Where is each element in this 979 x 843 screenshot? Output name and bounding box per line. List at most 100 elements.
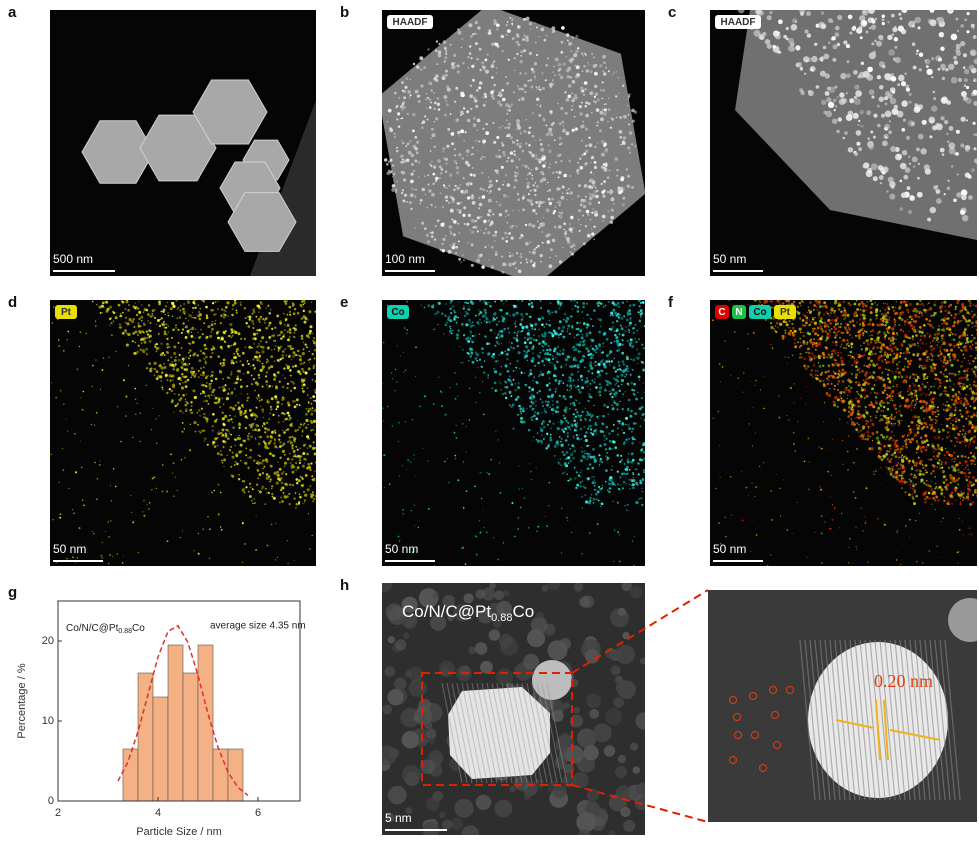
- texture-dot: [229, 414, 231, 417]
- texture-dot: [584, 407, 586, 409]
- texture-dot: [643, 418, 645, 422]
- texture-dot: [886, 428, 890, 432]
- texture-dot: [769, 11, 773, 15]
- texture-dot: [406, 469, 408, 471]
- texture-dot: [593, 165, 598, 170]
- texture-dot: [457, 28, 460, 31]
- texture-dot: [567, 66, 572, 71]
- texture-dot: [539, 300, 542, 302]
- texture-dot: [565, 516, 568, 519]
- texture-dot: [506, 236, 508, 238]
- texture-dot: [517, 300, 519, 302]
- texture-dot: [506, 112, 509, 115]
- texture-dot: [110, 322, 113, 325]
- texture-dot: [299, 372, 302, 376]
- texture-dot: [521, 417, 524, 420]
- texture-dot: [544, 352, 547, 355]
- texture-dot: [282, 396, 284, 399]
- texture-dot: [222, 363, 226, 367]
- texture-dot: [592, 208, 594, 210]
- texture-dot: [938, 464, 941, 467]
- texture-dot: [972, 27, 975, 30]
- texture-dot: [577, 333, 579, 335]
- texture-dot: [181, 373, 184, 376]
- texture-dot: [278, 438, 281, 441]
- texture-dot: [255, 462, 258, 465]
- texture-dot: [594, 100, 597, 104]
- texture-dot: [619, 324, 622, 327]
- texture-dot: [827, 364, 831, 367]
- texture-dot: [252, 502, 254, 504]
- texture-dot: [183, 362, 187, 366]
- texture-dot: [631, 186, 634, 189]
- texture-dot: [623, 463, 626, 465]
- texture-dot: [492, 234, 495, 237]
- texture-dot: [955, 17, 959, 21]
- texture-dot: [145, 384, 147, 386]
- texture-dot: [487, 213, 490, 217]
- texture-dot: [158, 300, 161, 303]
- texture-dot: [545, 63, 549, 67]
- texture-dot: [252, 429, 254, 431]
- texture-dot: [283, 495, 287, 499]
- texture-dot: [967, 468, 969, 471]
- texture-dot: [466, 110, 470, 114]
- texture-dot: [233, 301, 237, 305]
- texture-dot: [387, 108, 392, 113]
- texture-dot: [156, 442, 158, 444]
- texture-dot: [884, 123, 890, 130]
- texture-dot: [437, 108, 441, 111]
- texture-dot: [853, 95, 858, 99]
- texture-dot: [569, 389, 571, 392]
- texture-dot: [853, 98, 861, 106]
- texture-dot: [576, 321, 579, 324]
- texture-dot: [531, 408, 535, 411]
- texture-dot: [566, 317, 570, 321]
- texture-dot: [894, 455, 898, 458]
- texture-dot: [500, 300, 503, 302]
- texture-dot: [201, 429, 204, 432]
- texture-dot: [573, 419, 576, 423]
- texture-dot: [602, 89, 605, 92]
- texture-dot: [497, 172, 500, 175]
- texture-dot: [280, 337, 283, 340]
- texture-dot: [482, 188, 485, 192]
- texture-dot: [449, 173, 453, 177]
- texture-dot: [406, 112, 410, 116]
- texture-dot: [561, 185, 565, 189]
- texture-dot: [593, 95, 596, 98]
- texture-dot: [846, 329, 848, 331]
- texture-dot: [554, 57, 559, 62]
- texture-dot: [569, 395, 573, 399]
- texture-dot: [564, 427, 567, 431]
- texture-dot: [514, 322, 516, 325]
- texture-dot: [444, 323, 448, 326]
- texture-dot: [507, 58, 510, 61]
- texture-dot: [451, 218, 454, 221]
- texture-dot: [428, 106, 432, 109]
- texture-dot: [405, 77, 409, 80]
- texture-dot: [636, 329, 639, 332]
- texture-dot: [549, 256, 551, 259]
- texture-dot: [455, 383, 458, 385]
- texture-dot: [531, 387, 535, 391]
- texture-dot: [565, 457, 568, 460]
- texture-dot: [581, 82, 583, 84]
- texture-dot: [184, 380, 187, 384]
- texture-dot: [68, 487, 70, 489]
- texture-dot: [191, 411, 194, 414]
- texture-dot: [557, 62, 562, 67]
- texture-dot: [102, 301, 105, 305]
- texture-dot: [506, 135, 509, 138]
- texture-dot: [301, 380, 304, 383]
- texture-dot: [296, 403, 298, 406]
- texture-dot: [413, 504, 416, 506]
- texture-dot: [302, 502, 304, 505]
- texture-dot: [596, 415, 599, 418]
- texture-dot: [313, 341, 316, 345]
- texture-dot: [548, 127, 553, 132]
- texture-dot: [94, 461, 96, 464]
- texture-dot: [51, 322, 54, 324]
- texture-dot: [827, 312, 829, 315]
- texture-dot: [495, 179, 498, 183]
